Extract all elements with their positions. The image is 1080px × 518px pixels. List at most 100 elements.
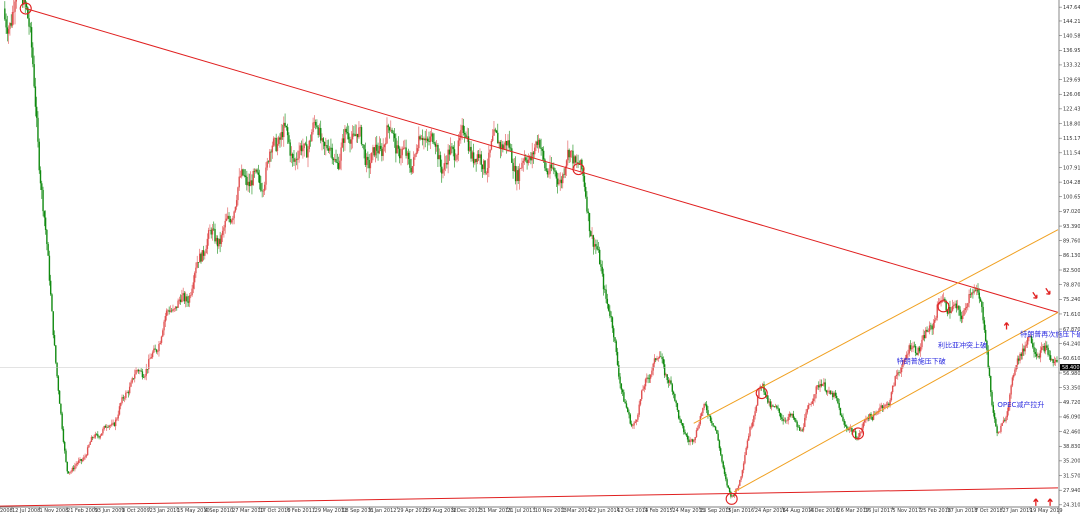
candle-body xyxy=(684,431,686,434)
candle-body xyxy=(909,345,912,350)
candle-body xyxy=(797,426,800,428)
candle-body xyxy=(1026,337,1029,345)
price-tick-label-28: 46.090 xyxy=(1063,415,1080,421)
candle-body xyxy=(1009,394,1011,407)
candle-body xyxy=(103,425,105,430)
time-tick-label-1: 12 Jul 2008 xyxy=(12,508,40,514)
candle-body xyxy=(318,127,321,135)
candle-body xyxy=(954,303,956,305)
candle-body xyxy=(1010,385,1012,395)
candle-body xyxy=(369,162,372,169)
candle-body xyxy=(456,154,458,160)
candle-body xyxy=(736,488,738,490)
candle-body xyxy=(227,215,229,219)
candle-body xyxy=(441,166,443,174)
time-tick-label-13: 18 Sep 2011 xyxy=(342,508,374,514)
candle-body xyxy=(331,147,333,159)
candle-body xyxy=(586,196,588,212)
candle-body xyxy=(976,289,978,291)
candle-body xyxy=(122,397,125,399)
candle-body xyxy=(102,429,104,434)
candle-body xyxy=(530,156,532,161)
candle-body xyxy=(572,150,574,164)
time-tick-label-16: 19 Aug 2012 xyxy=(425,508,457,514)
candle-body xyxy=(159,342,161,345)
candle-body xyxy=(393,133,396,139)
candle-body xyxy=(132,378,135,379)
candle-body xyxy=(770,405,773,408)
candle-body xyxy=(828,390,830,392)
candle-body xyxy=(641,390,643,400)
candle-body xyxy=(816,385,819,387)
price-tick-label-10: 111.540 xyxy=(1063,151,1080,157)
candle-body xyxy=(460,130,462,139)
candle-body xyxy=(13,11,15,13)
candle-body xyxy=(376,144,378,151)
candle-body xyxy=(793,417,796,420)
candle-body xyxy=(565,160,568,168)
candle-body xyxy=(632,425,634,427)
candle-body xyxy=(778,408,780,413)
candle-body xyxy=(591,235,593,237)
candle-body xyxy=(902,362,904,368)
candle-body xyxy=(195,267,197,274)
candle-body xyxy=(839,407,842,416)
candle-body xyxy=(796,421,798,427)
candle-body xyxy=(365,156,368,165)
candle-body xyxy=(744,455,746,464)
candle-body xyxy=(27,7,29,19)
candle-body xyxy=(563,174,565,176)
candle-body xyxy=(355,133,358,137)
price-tick-label-8: 118.800 xyxy=(1063,121,1080,127)
candle-body xyxy=(607,303,610,311)
candle-body xyxy=(1052,359,1054,363)
time-tick-label-2: 1 Nov 2008 xyxy=(40,508,69,514)
candle-body xyxy=(214,229,216,242)
price-tick-label-15: 93.390 xyxy=(1063,224,1080,230)
candle-body xyxy=(953,304,955,307)
candle-body xyxy=(120,403,122,407)
time-tick-label-18: 31 Mar 2013 xyxy=(480,508,512,514)
candle-body xyxy=(783,420,786,422)
candle-body xyxy=(449,146,452,155)
candle-body xyxy=(141,371,144,378)
candle-body xyxy=(334,159,336,161)
price-tick-label-17: 86.130 xyxy=(1063,253,1080,259)
candle-body xyxy=(49,280,52,295)
candle-body xyxy=(123,397,126,399)
candle-body xyxy=(196,262,198,268)
candle-body xyxy=(174,306,177,309)
candle-body xyxy=(587,211,589,214)
candle-body xyxy=(1018,358,1020,361)
candle-body xyxy=(299,145,302,151)
candle-body xyxy=(238,176,240,188)
candle-body xyxy=(846,426,848,429)
candle-body xyxy=(1037,356,1039,357)
candle-body xyxy=(932,322,935,330)
candle-body xyxy=(646,377,648,380)
candle-body xyxy=(340,147,342,161)
candle-body xyxy=(51,294,53,312)
candle-body xyxy=(187,301,189,303)
candle-body xyxy=(661,356,663,360)
candle-body xyxy=(891,385,894,393)
candle-body xyxy=(444,162,447,164)
candle-body xyxy=(879,407,881,411)
pivot-circle-2 xyxy=(755,387,768,400)
candle-body xyxy=(730,491,732,497)
time-tick-label-20: 10 Nov 2013 xyxy=(535,508,567,514)
candle-body xyxy=(908,345,910,354)
candle-body xyxy=(265,167,267,185)
candle-body xyxy=(576,162,578,163)
candle-body xyxy=(615,341,617,352)
time-tick-label-30: 4 Dec 2016 xyxy=(810,508,839,514)
candle-body xyxy=(97,434,99,437)
candle-body xyxy=(56,362,58,377)
candle-body xyxy=(220,235,223,244)
candle-body xyxy=(37,117,39,142)
candle-body xyxy=(842,416,844,421)
candle-body xyxy=(164,316,167,322)
candle-body xyxy=(168,310,170,312)
candle-body xyxy=(1030,335,1033,344)
candle-body xyxy=(849,428,852,429)
